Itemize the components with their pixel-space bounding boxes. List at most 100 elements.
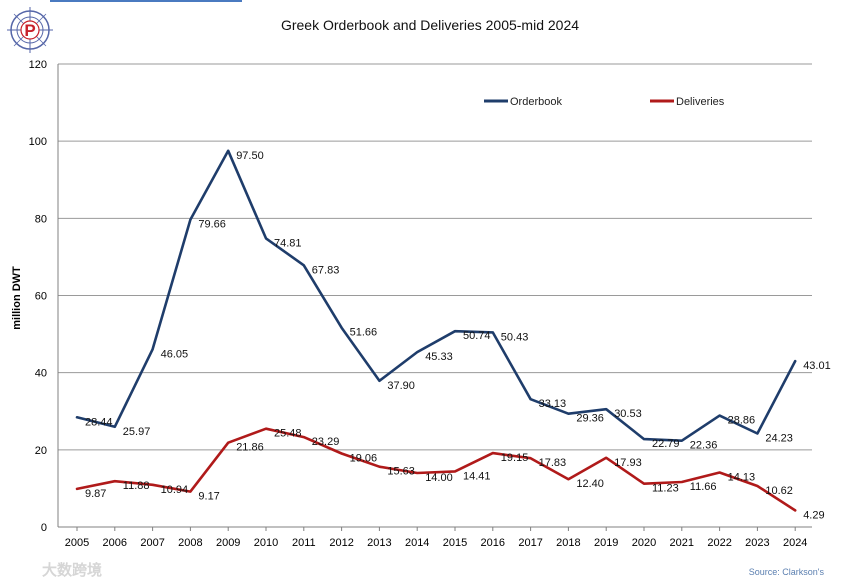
orderbook-label-2006: 25.97 xyxy=(123,426,151,438)
y-tick-40: 40 xyxy=(35,368,47,380)
legend: Orderbook Deliveries xyxy=(484,96,725,108)
deliveries-point-2017 xyxy=(529,457,532,460)
chart-title: Greek Orderbook and Deliveries 2005-mid … xyxy=(281,17,579,33)
orderbook-point-2012 xyxy=(340,326,343,329)
orderbook-point-2007 xyxy=(151,348,154,351)
watermark: 大数跨境 xyxy=(42,561,102,579)
orderbook-point-2021 xyxy=(681,439,683,442)
orderbook-point-2018 xyxy=(567,412,570,415)
deliveries-point-2018 xyxy=(567,478,570,480)
deliveries-label-2009: 21.86 xyxy=(236,442,264,454)
x-tick-2008: 2008 xyxy=(178,537,202,549)
x-tick-2013: 2013 xyxy=(367,537,391,549)
x-tick-2016: 2016 xyxy=(481,537,505,549)
x-tick-2006: 2006 xyxy=(103,537,127,549)
y-tick-0: 0 xyxy=(41,522,47,534)
x-tick-2010: 2010 xyxy=(254,537,278,549)
orderbook-point-2011 xyxy=(303,264,305,267)
orderbook-label-2011: 67.83 xyxy=(312,264,340,276)
deliveries-point-2023 xyxy=(756,485,759,487)
deliveries-label-2014: 14.00 xyxy=(425,472,453,484)
orderbook-label-2024: 43.01 xyxy=(803,360,831,372)
deliveries-point-2005 xyxy=(76,488,78,490)
grid-layer xyxy=(57,63,812,531)
y-axis-label: million DWT xyxy=(11,266,23,330)
x-tick-2011: 2011 xyxy=(292,537,316,549)
deliveries-point-2015 xyxy=(454,470,456,473)
orderbook-label-2005: 28.44 xyxy=(85,416,113,428)
deliveries-point-2012 xyxy=(340,452,343,455)
orderbook-point-2006 xyxy=(114,425,116,428)
orderbook-label-2015: 50.74 xyxy=(463,330,491,342)
deliveries-label-2019: 17.93 xyxy=(614,457,642,469)
deliveries-point-2022 xyxy=(718,471,721,474)
orderbook-label-2019: 30.53 xyxy=(614,408,642,420)
deliveries-point-2009 xyxy=(227,441,229,444)
orderbook-label-2022: 28.86 xyxy=(728,415,756,427)
orderbook-point-2019 xyxy=(605,408,607,411)
x-tick-2020: 2020 xyxy=(632,537,656,549)
deliveries-point-2008 xyxy=(189,490,192,493)
orderbook-label-2018: 29.36 xyxy=(576,413,604,425)
x-tick-labels: 2005 2006 2007 2008 2009 2010 2011 2012 2013 2014… xyxy=(65,537,808,549)
orderbook-label-2023: 24.23 xyxy=(765,433,793,445)
x-tick-2022: 2022 xyxy=(707,537,731,549)
deliveries-point-2013 xyxy=(378,465,381,468)
orderbook-label-2008: 79.66 xyxy=(198,219,226,231)
deliveries-label-2020: 11.23 xyxy=(652,483,679,495)
orderbook-point-2016 xyxy=(492,331,494,334)
orderbook-point-2015 xyxy=(454,330,456,333)
orderbook-label-2010: 74.81 xyxy=(274,237,302,249)
deliveries-label-2011: 23.29 xyxy=(312,436,340,448)
orderbook-point-2010 xyxy=(265,237,267,240)
deliveries-label-2023: 10.62 xyxy=(765,485,793,497)
deliveries-label-2022: 14.13 xyxy=(728,471,756,483)
x-tick-2005: 2005 xyxy=(65,537,89,549)
orderbook-point-2013 xyxy=(378,379,381,382)
deliveries-label-2010: 25.48 xyxy=(274,428,302,440)
orderbook-label-2021: 22.36 xyxy=(690,440,718,452)
deliveries-line xyxy=(75,427,797,512)
x-tick-2015: 2015 xyxy=(443,537,467,549)
y-tick-labels: 0 20 40 60 80 100 120 xyxy=(29,59,47,534)
source-note: Source: Clarkson's xyxy=(749,567,825,577)
orderbook-line xyxy=(75,149,797,443)
y-tick-100: 100 xyxy=(29,136,47,148)
deliveries-label-2007: 10.94 xyxy=(161,484,189,496)
orderbook-point-2005 xyxy=(76,416,78,419)
deliveries-point-2019 xyxy=(605,457,607,459)
orderbook-point-2020 xyxy=(643,438,645,440)
orderbook-point-2009 xyxy=(227,150,229,152)
orderbook-label-2007: 46.05 xyxy=(161,348,189,360)
orderbook-label-2016: 50.43 xyxy=(501,331,529,343)
x-tick-2024: 2024 xyxy=(783,537,807,549)
x-tick-2012: 2012 xyxy=(329,537,353,549)
x-tick-2014: 2014 xyxy=(405,537,429,549)
orderbook-label-2013: 37.90 xyxy=(387,380,415,392)
legend-deliveries-label: Deliveries xyxy=(676,96,725,108)
logo-letter: P xyxy=(24,21,35,40)
orderbook-point-2017 xyxy=(529,398,532,400)
deliveries-point-2007 xyxy=(151,483,154,486)
legend-orderbook-label: Orderbook xyxy=(510,96,562,108)
deliveries-point-2021 xyxy=(681,481,683,483)
orderbook-point-2023 xyxy=(756,432,759,435)
x-tick-2009: 2009 xyxy=(216,537,240,549)
orderbook-point-2022 xyxy=(718,414,721,417)
deliveries-point-2020 xyxy=(643,482,645,485)
orderbook-point-2024 xyxy=(794,360,796,362)
deliveries-label-2021: 11.66 xyxy=(690,481,717,493)
orderbook-point-2008 xyxy=(189,218,192,221)
deliveries-point-2024 xyxy=(794,509,796,512)
deliveries-label-2012: 19.06 xyxy=(350,452,378,464)
orderbook-label-2014: 45.33 xyxy=(425,351,453,363)
series-layer xyxy=(75,149,797,512)
orderbook-label-2020: 22.79 xyxy=(652,438,680,450)
y-tick-120: 120 xyxy=(29,59,47,71)
deliveries-label-2015: 14.41 xyxy=(463,470,491,482)
x-tick-2023: 2023 xyxy=(745,537,769,549)
deliveries-label-2016: 19.15 xyxy=(501,452,529,464)
deliveries-label-2018: 12.40 xyxy=(576,478,604,490)
